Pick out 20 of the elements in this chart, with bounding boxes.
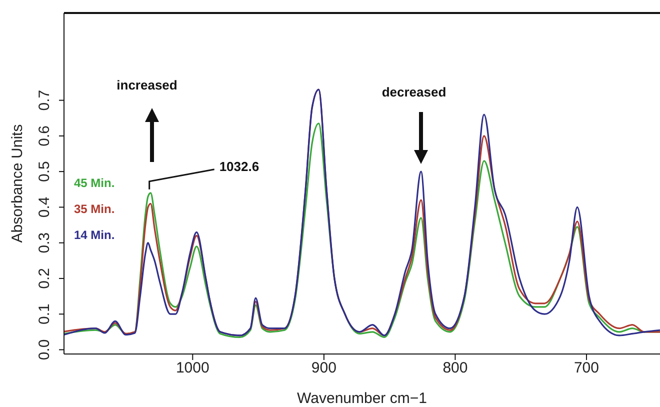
x-axis-title: Wavenumber cm−1: [297, 390, 427, 407]
x-tick-label: 1000: [176, 360, 210, 377]
annotation: increased: [116, 77, 178, 92]
annotation: 1032.6: [219, 158, 260, 174]
text: 14 Min.: [74, 228, 115, 242]
annotation: decreased: [382, 84, 446, 100]
text: 35 Min.: [74, 202, 115, 216]
y-tick-label: 0.6: [36, 126, 53, 146]
y-tick-label: 0.2: [36, 268, 53, 289]
y-tick-label: 0.4: [36, 196, 53, 218]
y-tick-label: 0.0: [36, 339, 53, 360]
y-tick-label: 0.7: [36, 90, 53, 111]
x-tick-label: 700: [574, 360, 599, 377]
y-axis-title: Absorbance Units: [8, 124, 26, 243]
text: 45 Min.: [74, 176, 115, 190]
x-tick-label: 900: [311, 360, 336, 377]
x-tick-label: 800: [442, 360, 468, 377]
y-tick-label: 0.3: [36, 232, 53, 254]
y-tick-label: 0.5: [36, 161, 53, 182]
y-tick-label: 0.1: [36, 304, 53, 325]
